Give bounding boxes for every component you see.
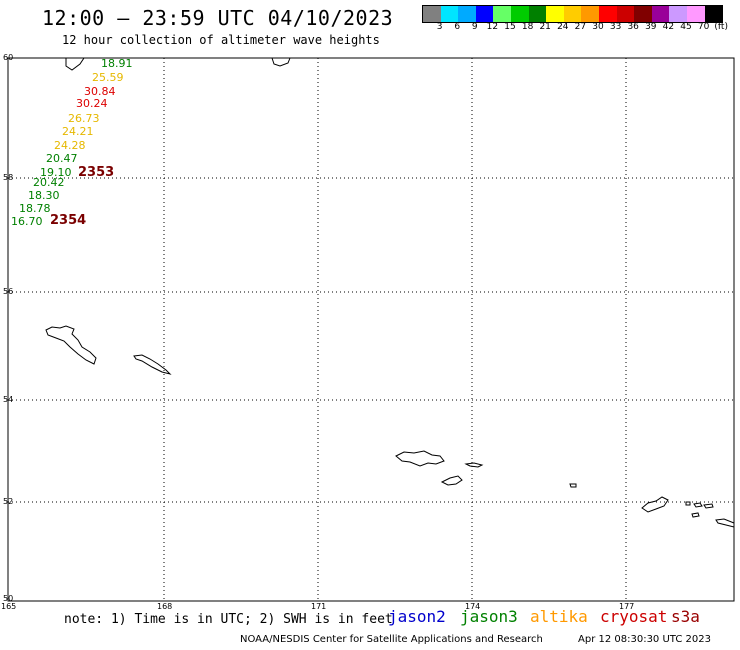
map-title: 12:00 – 23:59 UTC 04/10/2023 — [42, 6, 394, 30]
wave-height-value: 30.24 — [76, 97, 108, 110]
legend-swatch — [546, 6, 564, 22]
island-buldir — [569, 483, 577, 488]
wave-height-value: 16.70 — [11, 215, 43, 228]
legend-label: 24 — [557, 22, 569, 32]
legend-swatch — [423, 6, 441, 22]
legend-swatch — [616, 6, 635, 22]
island-st-matthew — [45, 325, 97, 365]
wave-height-value: 26.73 — [68, 112, 100, 125]
legend-swatch — [440, 6, 459, 22]
longitude-label: 165 — [1, 602, 17, 611]
legend-swatch — [458, 6, 476, 22]
wave-height-value: 24.21 — [62, 125, 94, 138]
color-scale-legend — [422, 5, 724, 23]
island-rat-1 — [685, 501, 691, 506]
wave-height-value: 30.84 — [84, 85, 116, 98]
legend-swatch — [634, 6, 652, 22]
island-kiska — [641, 496, 669, 513]
legend-swatch — [651, 6, 670, 22]
coastline-north-1 — [65, 57, 85, 71]
legend-label: (ft) — [714, 22, 728, 32]
longitude-label: 171 — [311, 602, 327, 611]
legend-label: 9 — [471, 22, 478, 32]
legend-label: 18 — [521, 22, 534, 32]
legend-swatch — [598, 6, 617, 22]
satellite-cryosat: cryosat — [600, 607, 668, 626]
legend-swatch — [704, 6, 723, 22]
latitude-label: 60 — [3, 53, 14, 62]
wave-height-value: 20.47 — [46, 152, 78, 165]
longitude-label: 168 — [157, 602, 173, 611]
island-amchitka — [715, 518, 735, 528]
footer-note: note: 1) Time is in UTC; 2) SWH is in fe… — [64, 612, 393, 627]
legend-label: 3 — [436, 22, 443, 32]
legend-swatch — [686, 6, 705, 22]
coastline-north-2 — [271, 57, 291, 67]
legend-swatch — [581, 6, 599, 22]
wave-height-value: 24.28 — [54, 139, 86, 152]
legend-swatch — [493, 6, 511, 22]
island-semichi — [464, 462, 484, 468]
satellite-jason3: jason3 — [460, 607, 518, 626]
legend-label: 42 — [662, 22, 675, 32]
latitude-label: 58 — [3, 173, 14, 182]
legend-swatch — [510, 6, 529, 22]
footer-credit: NOAA/NESDIS Center for Satellite Applica… — [240, 634, 543, 645]
latitude-label: 52 — [3, 497, 14, 506]
footer-timestamp: Apr 12 08:30:30 UTC 2023 — [578, 634, 711, 645]
legend-label: 36 — [627, 22, 639, 32]
legend-label: 33 — [609, 22, 622, 32]
wave-height-value: 25.59 — [92, 71, 124, 84]
wave-height-value: 20.42 — [33, 176, 65, 189]
satellite-s3a: s3a — [671, 607, 700, 626]
graticule — [8, 58, 734, 601]
island-rat-4 — [691, 512, 700, 518]
map-subtitle: 12 hour collection of altimeter wave hei… — [62, 33, 380, 47]
legend-label: 27 — [574, 22, 587, 32]
wave-height-value: 18.91 — [101, 57, 133, 70]
wave-height-value: 19.10 — [40, 166, 72, 179]
legend-label: 70 — [697, 22, 710, 32]
legend-swatch — [528, 6, 547, 22]
legend-label: 6 — [454, 22, 461, 32]
legend-label: 15 — [504, 22, 516, 32]
coastlines — [45, 57, 735, 528]
legend-swatch — [669, 6, 687, 22]
legend-label: 45 — [680, 22, 692, 32]
time-label-2354: 2354 — [50, 213, 87, 228]
island-hall — [133, 354, 172, 375]
island-rat-3 — [703, 503, 714, 509]
latitude-label: 56 — [3, 287, 14, 296]
longitude-label: 174 — [465, 602, 481, 611]
latitude-label: 50 — [3, 594, 14, 603]
map-frame — [7, 57, 735, 602]
legend-swatch — [563, 6, 582, 22]
latitude-label: 54 — [3, 395, 14, 404]
legend-label: 12 — [486, 22, 499, 32]
legend-swatch — [475, 6, 494, 22]
island-agattu — [440, 475, 463, 486]
legend-label: 39 — [645, 22, 657, 32]
island-attu — [395, 450, 445, 467]
wave-height-value: 18.30 — [28, 189, 60, 202]
legend-label: 21 — [539, 22, 551, 32]
satellite-altika: altika — [530, 607, 588, 626]
island-rat-2 — [693, 502, 703, 508]
longitude-label: 177 — [619, 602, 635, 611]
satellite-jason2: jason2 — [388, 607, 446, 626]
wave-height-value: 18.78 — [19, 202, 51, 215]
legend-label: 30 — [592, 22, 604, 32]
time-label-2353: 2353 — [78, 165, 115, 180]
